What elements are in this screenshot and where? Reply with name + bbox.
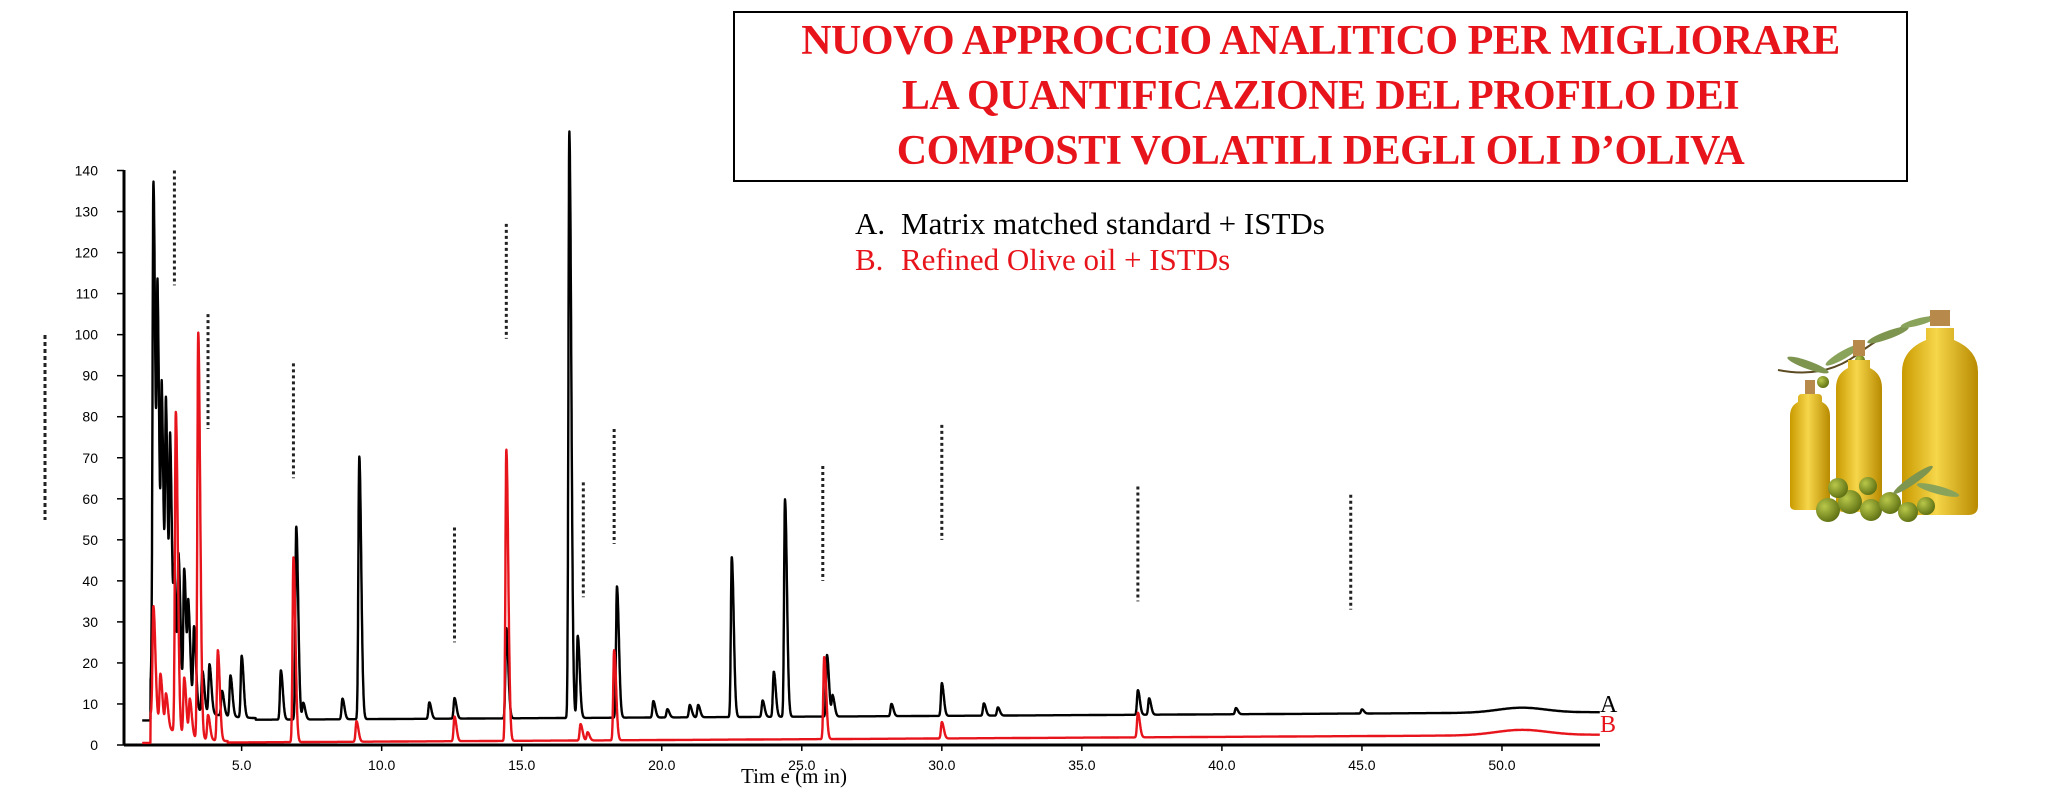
y-tick-label: 120 [75,245,99,261]
y-tick-label: 100 [75,327,99,343]
y-tick-label: 110 [76,286,99,302]
legend-letter-a: A. [855,206,886,241]
y-tick-label: 70 [82,450,98,466]
y-axis: 0 10 20 30 40 50 60 70 80 90 100 110 120 130 140 [75,163,126,753]
y-tick-label: 50 [82,532,98,548]
x-tick-label: 45.0 [1348,757,1375,773]
x-tick-label: 40.0 [1208,757,1235,773]
y-tick-label: 0 [90,737,98,753]
olive-oil-bottles-image [1777,310,1978,522]
x-tick-label: 15.0 [508,757,535,773]
legend-item-a: A. Matrix matched standard + ISTDs [855,206,1325,242]
legend-letter-b: B. [855,242,884,277]
title-box: NUOVO APPROCCIO ANALITICO PER MIGLIORARE… [733,11,1908,182]
title-line-3: COMPOSTI VOLATILI DEGLI OLI D’OLIVA [896,128,1745,174]
title-line-1: NUOVO APPROCCIO ANALITICO PER MIGLIORARE [801,18,1840,64]
legend: A. Matrix matched standard + ISTDs B. Refi… [855,206,1325,278]
istd-markers [43,170,1353,643]
series-label-b: B [1600,712,1616,738]
y-tick-label: 140 [75,163,99,179]
y-tick-label: 130 [75,204,99,220]
x-tick-label: 35.0 [1068,757,1095,773]
y-tick-label: 80 [82,409,98,425]
x-tick-label: 50.0 [1488,757,1515,773]
series-label-a: A [1600,692,1618,718]
x-tick-label: 20.0 [648,757,675,773]
legend-text-a: Matrix matched standard + ISTDs [901,206,1325,241]
x-axis-label: Tim e (m in) [741,764,847,788]
legend-text-b: Refined Olive oil + ISTDs [901,242,1231,277]
y-tick-label: 10 [82,696,98,712]
y-tick-label: 30 [82,614,98,630]
x-tick-label: 25.0 [788,757,815,773]
series-b-line [141,331,1601,745]
x-tick-label: 5.0 [232,757,252,773]
y-tick-label: 20 [82,655,98,671]
x-tick-label: 30.0 [928,757,955,773]
y-tick-label: 40 [82,573,98,589]
title-line-2: LA QUANTIFICAZIONE DEL PROFILO DEI [901,73,1740,119]
y-tick-label: 90 [82,368,98,384]
series-a-line [141,130,1601,722]
series-layer [141,130,1601,745]
x-tick-label: 10.0 [368,757,395,773]
y-tick-label: 60 [82,491,98,507]
legend-item-b: B. Refined Olive oil + ISTDs [855,242,1325,278]
x-axis: 5.0 10.0 15.0 20.0 25.0 30.0 35.0 40.0 45.0 50.0 [124,743,1600,773]
